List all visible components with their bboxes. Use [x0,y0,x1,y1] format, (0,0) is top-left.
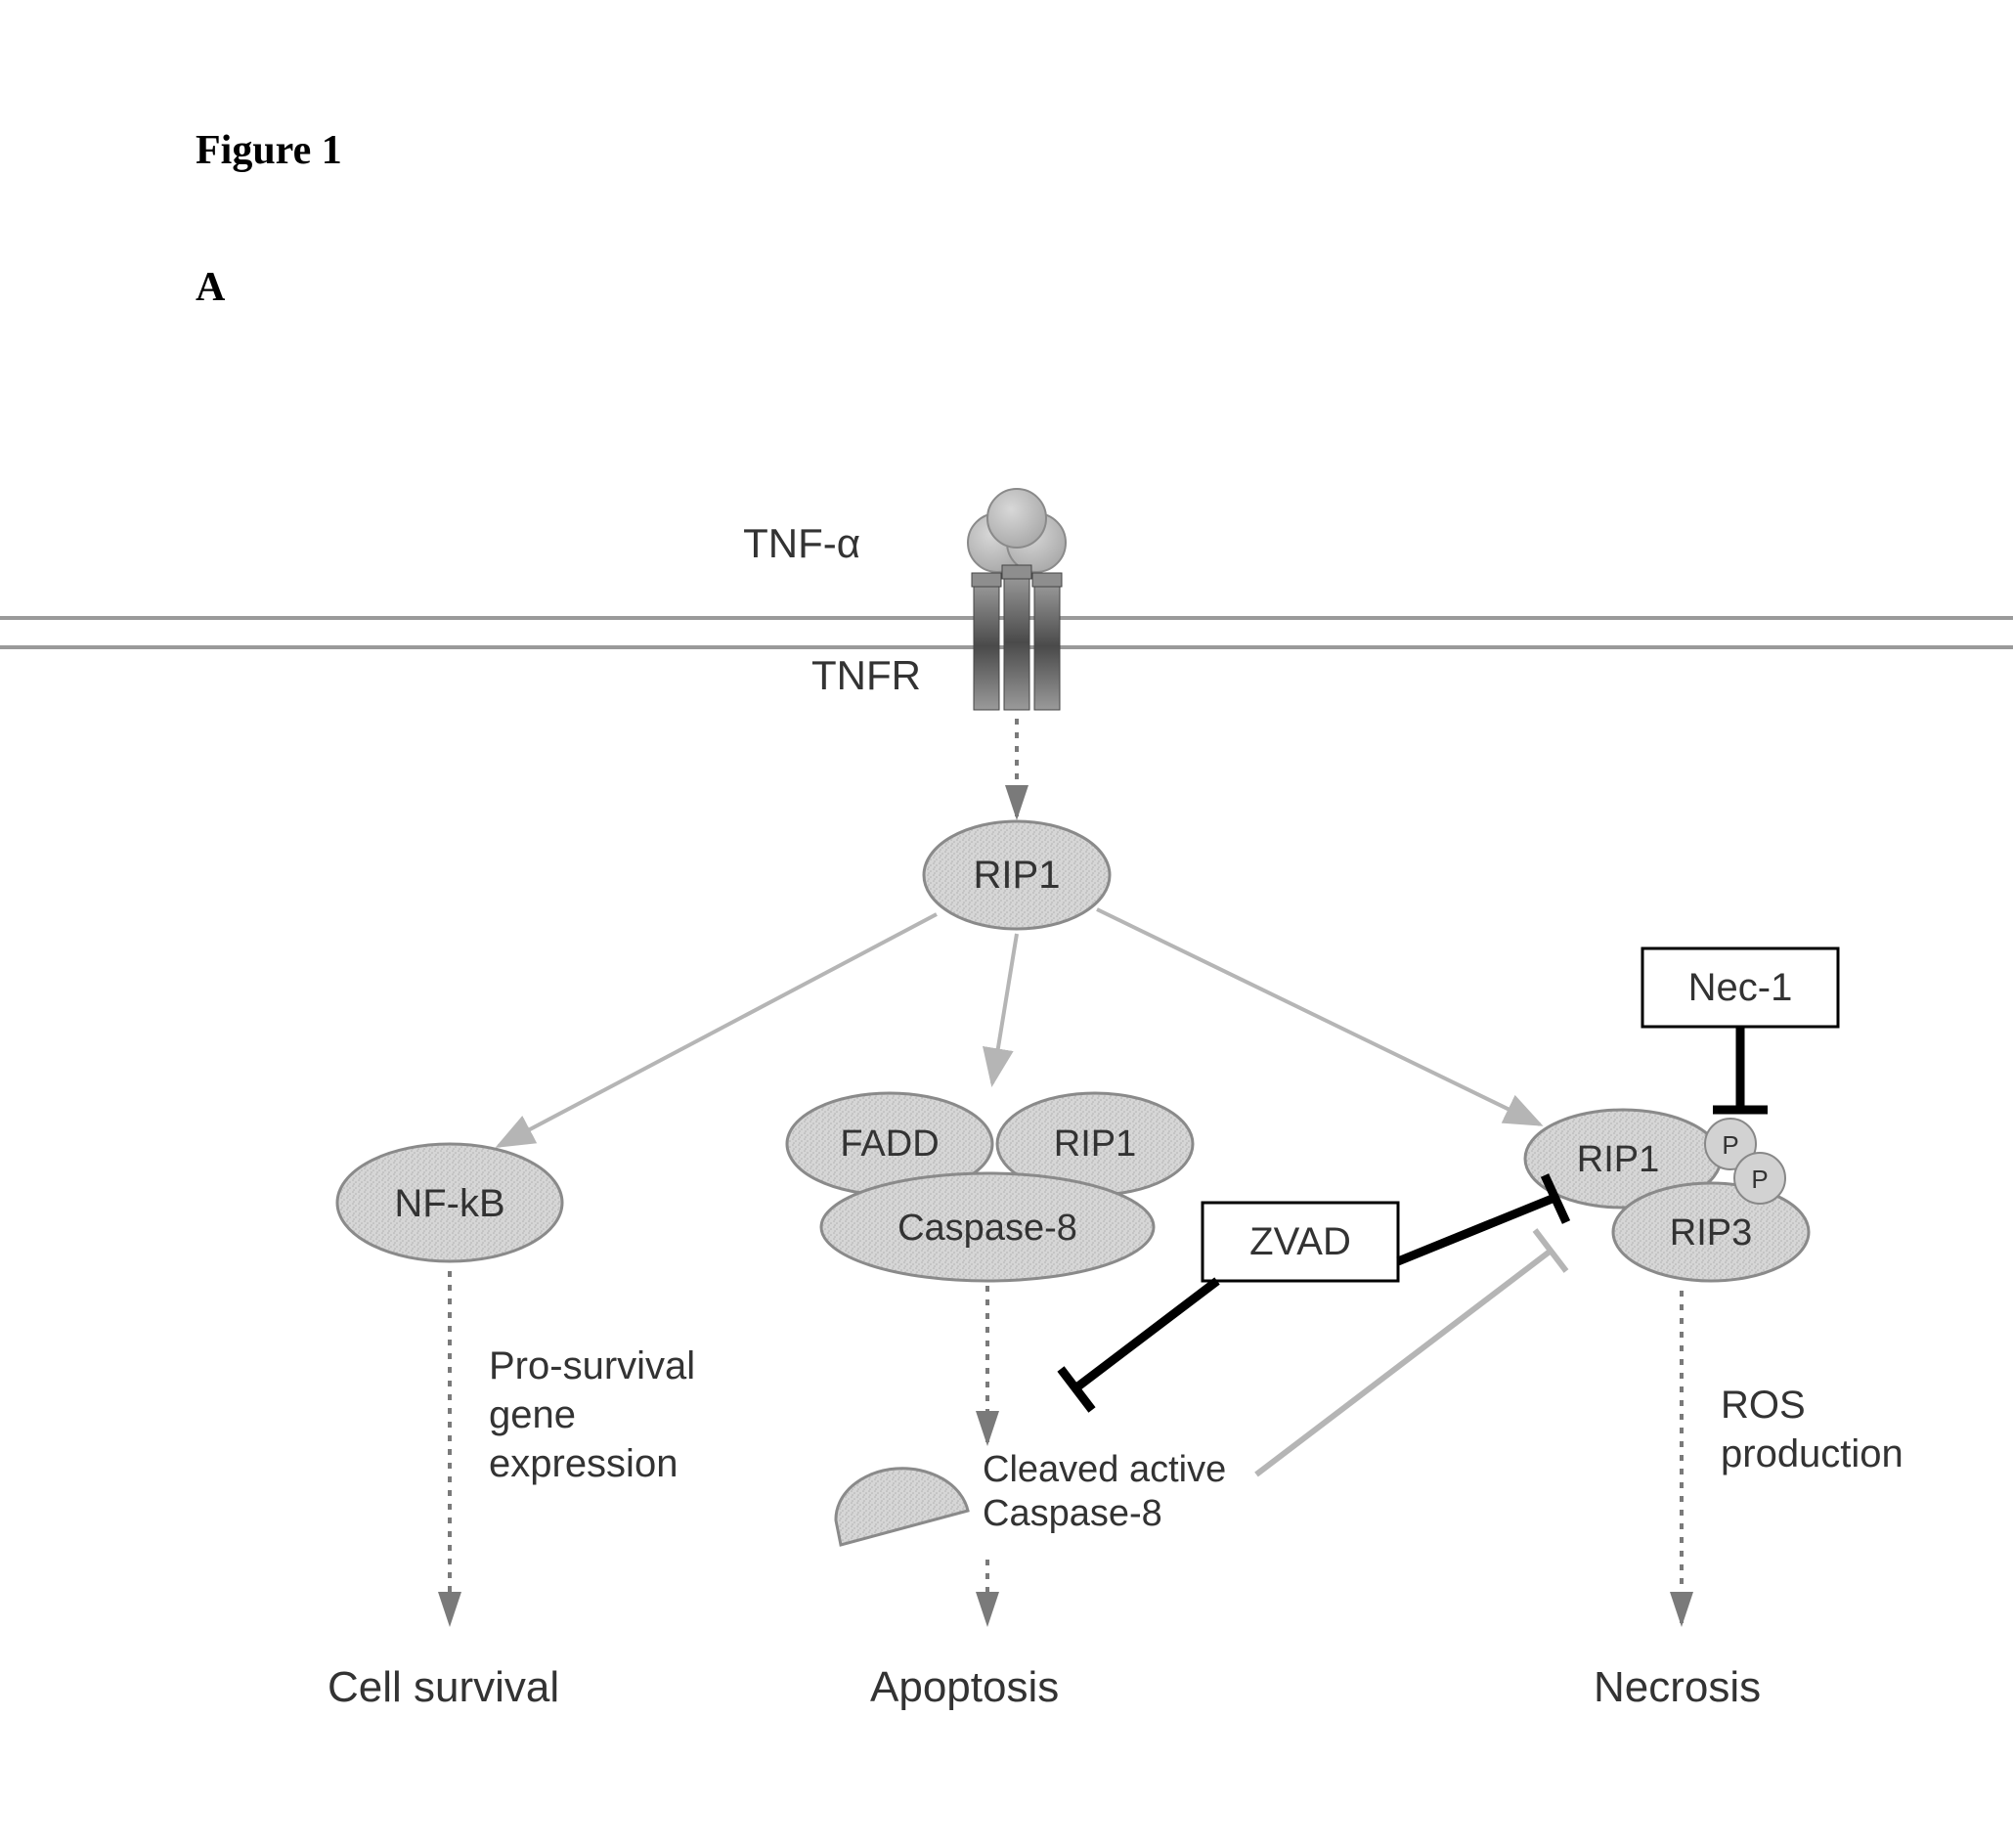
figure-title: Figure 1 [196,127,342,174]
caspase8-label: Caspase-8 [897,1208,1077,1249]
arrow-rip1-to-necrosome [1097,909,1540,1124]
rip1-label: RIP1 [974,854,1061,897]
prosurvival-text-1: Pro-survival [489,1344,695,1387]
rip1-complex-label: RIP1 [1054,1123,1136,1165]
nfkb-node: NF-kB [337,1144,562,1261]
cleaved-caspase8-label-2: Caspase-8 [983,1493,1162,1534]
necrosome: RIP1 RIP3 P P [1525,1110,1809,1281]
zvad-inhibit-caspase [1061,1281,1217,1410]
tnf-alpha-label: TNF-α [743,520,860,566]
panel-label: A [196,264,225,311]
nec1-label: Nec-1 [1688,966,1793,1009]
arrow-rip1-to-complex [992,934,1017,1083]
ros-text-1: ROS [1721,1384,1806,1427]
tnfr-receptor [972,565,1062,710]
nec1-box: Nec-1 [1642,948,1838,1027]
prosurvival-text-3: expression [489,1442,678,1485]
prosurvival-text-2: gene [489,1393,576,1436]
ros-text-2: production [1721,1432,1904,1475]
rip3-label: RIP3 [1670,1212,1752,1254]
outcome-apoptosis: Apoptosis [870,1663,1059,1711]
zvad-label: ZVAD [1249,1220,1351,1263]
rip1-node: RIP1 [924,821,1110,929]
cleaved-caspase8-shape [836,1469,968,1545]
outcome-survival: Cell survival [328,1663,559,1711]
nfkb-label: NF-kB [394,1182,504,1225]
zvad-inhibit-necrosome [1398,1175,1566,1261]
page: Figure 1 A [0,0,2013,1848]
nec1-inhibition [1713,1027,1768,1110]
cleaved-caspase8-label-1: Cleaved active [983,1449,1226,1490]
rip1-necro-label: RIP1 [1577,1139,1659,1180]
tnf-alpha-ligand [968,489,1066,572]
fadd-label: FADD [840,1123,939,1165]
phospho-label-2: P [1751,1165,1768,1194]
outcome-necrosis: Necrosis [1594,1663,1761,1711]
apoptosis-complex: FADD RIP1 Caspase-8 [787,1093,1193,1281]
pathway-diagram: TNF-α TNFR RIP1 NF-kB [0,0,2013,1848]
zvad-box: ZVAD [1203,1203,1398,1281]
phospho-label-1: P [1722,1130,1738,1160]
tnfr-label: TNFR [811,652,921,698]
